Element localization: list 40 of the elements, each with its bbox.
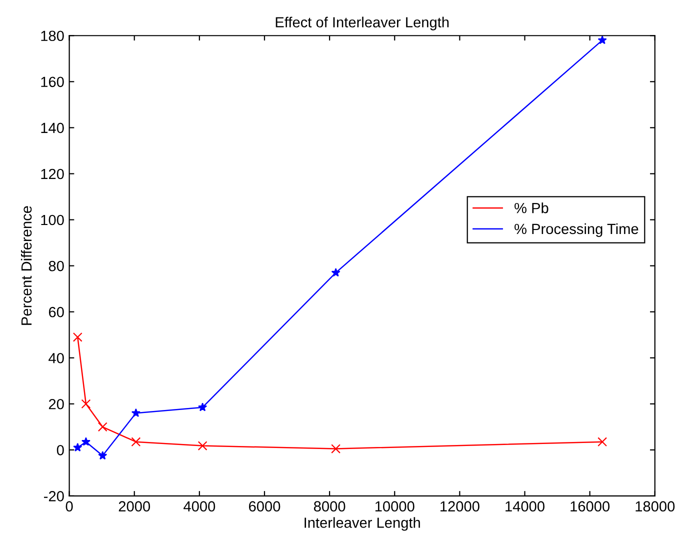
point — [98, 422, 108, 432]
point — [81, 399, 91, 409]
x-tick-label: 14000 — [506, 501, 544, 512]
point — [331, 268, 340, 277]
point — [73, 442, 82, 452]
y-tick-label: 160 — [41, 76, 64, 88]
x-tick-label: 8000 — [314, 501, 346, 512]
x-tick-label: 4000 — [184, 501, 216, 512]
point — [131, 437, 141, 447]
y-axis-title: Percent Difference — [20, 206, 32, 325]
y-tick-label: 80 — [48, 260, 64, 272]
y-tick-label: -20 — [44, 491, 64, 502]
point — [598, 36, 607, 44]
legend-label: % Processing Time — [514, 223, 638, 237]
y-tick-label: 60 — [48, 306, 64, 318]
y-tick-label: 40 — [48, 352, 64, 364]
y-tick-label: 180 — [41, 30, 64, 42]
point — [198, 402, 208, 412]
point — [198, 441, 208, 450]
point — [598, 437, 608, 447]
x-tick-label: 18000 — [636, 501, 675, 512]
point — [98, 450, 108, 460]
legend-label: % Pb — [514, 202, 548, 214]
x-tick-label: 16000 — [570, 501, 610, 512]
x-tick-label: 12000 — [440, 501, 480, 512]
point — [72, 332, 82, 342]
x-tick-label: 10000 — [375, 501, 414, 512]
x-tick-label: 6000 — [249, 501, 280, 512]
x-axis-title: Interleaver Length — [304, 517, 420, 531]
y-tick-label: 120 — [41, 168, 64, 180]
point — [331, 444, 341, 454]
x-tick-label: 2000 — [118, 501, 150, 512]
point — [81, 437, 90, 446]
chart-title: Effect of Interleaver Length — [276, 16, 449, 30]
point — [131, 408, 140, 418]
y-tick-label: 140 — [41, 122, 64, 134]
y-tick-label: 100 — [41, 214, 64, 226]
y-tick-label: 20 — [48, 398, 64, 410]
y-tick-label: 0 — [56, 445, 64, 456]
x-tick-label: 0 — [66, 501, 73, 512]
